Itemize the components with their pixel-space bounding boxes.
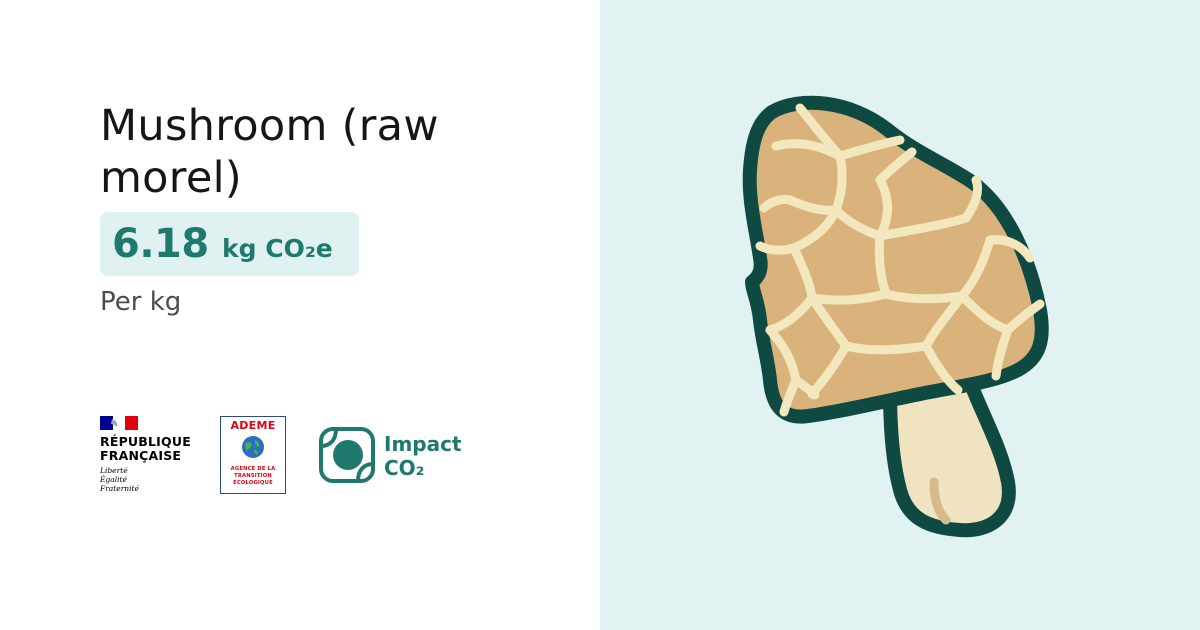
francaise-line: FRANÇAISE [100, 448, 182, 463]
marianne-flag-icon [100, 416, 138, 430]
ademe-logo: ADEME AGENCE DE LA TRANSITION ÉCOLOGIQUE [220, 416, 286, 494]
impact-co2-word: CO₂ [384, 456, 425, 480]
stem-shade [929, 477, 951, 525]
republique-line: RÉPUBLIQUE [100, 434, 191, 449]
ademe-sub-line: AGENCE DE LA [230, 466, 276, 472]
morel-mushroom-icon [742, 95, 1049, 538]
cap-ridges [755, 103, 1045, 417]
emission-value: 6.18 [112, 221, 209, 267]
per-unit-label: Per kg [100, 287, 182, 317]
ademe-sub-line: ÉCOLOGIQUE [233, 480, 273, 486]
page-title: Mushroom (raw morel) [100, 101, 439, 203]
impact-co2-logo: Impact CO₂ [318, 426, 478, 486]
motto-fraternite: Fraternité [100, 484, 139, 493]
emission-value-box: 6.18 kg CO₂e [100, 212, 359, 276]
left-panel: Mushroom (raw morel) 6.18 kg CO₂e Per kg… [100, 101, 478, 498]
impact-co2-icon [319, 427, 375, 483]
emission-unit: kg CO₂e [222, 234, 333, 263]
motto-liberte: Liberté [100, 466, 128, 475]
republique-francaise-logo: RÉPUBLIQUE FRANÇAISE Liberté Égalité Fra… [100, 416, 200, 498]
motto-egalite: Égalité [100, 475, 127, 484]
mushroom-cap [742, 95, 1049, 424]
globe-icon [242, 436, 264, 458]
mushroom-stem [883, 375, 1016, 538]
impact-word: Impact [384, 432, 462, 456]
ademe-sub-line: TRANSITION [234, 473, 272, 479]
ademe-name: ADEME [230, 419, 276, 432]
